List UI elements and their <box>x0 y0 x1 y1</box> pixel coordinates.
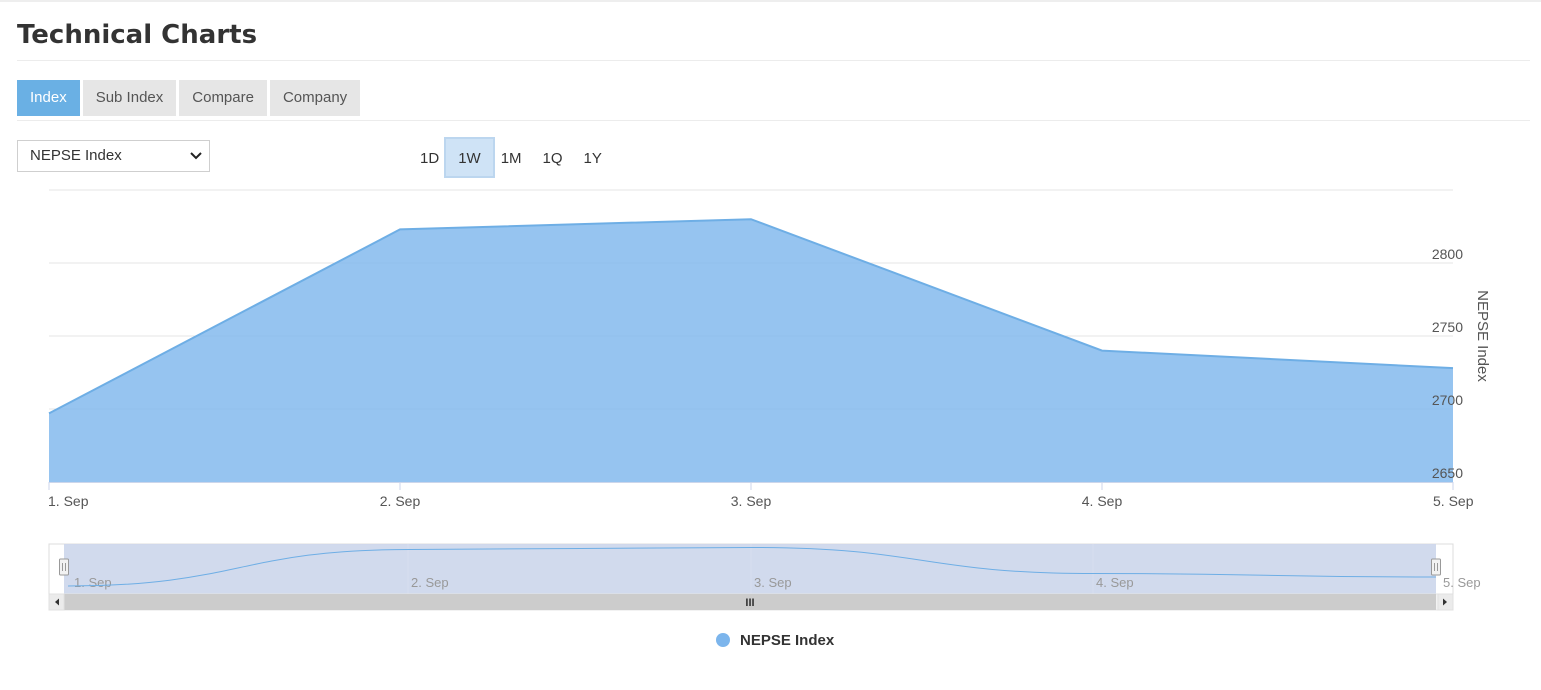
navigator-right-handle[interactable] <box>1431 558 1441 576</box>
navigator-label: 1. Sep <box>74 575 112 590</box>
range-1d-button[interactable]: 1D <box>420 150 440 167</box>
navigator-left-handle[interactable] <box>59 558 69 576</box>
navigator-mask <box>64 544 1436 594</box>
y-axis: NEPSE Index 2650 2700 2750 2800 <box>1432 246 1491 481</box>
chart-plot-area <box>48 218 1454 482</box>
x-tick-label: 2. Sep <box>380 493 421 509</box>
series-line <box>48 218 1454 415</box>
y-tick-label: 2650 <box>1432 465 1463 481</box>
chart-grid <box>49 189 1453 410</box>
navigator-series <box>67 546 1437 587</box>
index-select[interactable]: NEPSE Index <box>17 140 210 172</box>
navigator-label: 3. Sep <box>754 575 792 590</box>
tab-compare[interactable]: Compare <box>179 80 267 116</box>
tab-company[interactable]: Company <box>269 80 361 116</box>
title-divider <box>17 60 1530 61</box>
navigator-label: 2. Sep <box>411 575 449 590</box>
index-select-value: NEPSE Index <box>30 147 122 164</box>
top-rule <box>0 0 1541 2</box>
range-1m-button[interactable]: 1M <box>500 150 522 167</box>
scrollbar-right-button[interactable] <box>1437 593 1454 611</box>
scrollbar-grip: III <box>745 597 754 609</box>
navigator-label: 5. Sep <box>1443 575 1481 590</box>
handle-body <box>59 558 69 576</box>
legend-marker <box>716 633 730 647</box>
arrow-right-icon <box>1443 598 1447 606</box>
range-1w-button[interactable]: 1W <box>444 137 495 178</box>
legend-label: NEPSE Index <box>740 631 835 649</box>
y-axis-title: NEPSE Index <box>1474 290 1491 382</box>
scrollbar-left-button[interactable] <box>48 593 65 611</box>
scrollbar-thumb[interactable] <box>64 594 1436 610</box>
x-tick-label: 1. Sep <box>48 493 89 509</box>
handle-body <box>1431 558 1441 576</box>
navigator: 1. Sep 2. Sep 3. Sep 4. Sep 5. Sep III <box>48 543 1481 611</box>
chevron-down-icon <box>190 152 202 160</box>
y-tick-label: 2800 <box>1432 246 1463 262</box>
range-selector: 1D 1W 1M 1Q 1Y <box>415 137 607 178</box>
navigator-label: 4. Sep <box>1096 575 1134 590</box>
x-tick-label: 3. Sep <box>731 493 772 509</box>
arrow-left-icon <box>55 598 59 606</box>
series-area <box>49 219 1453 482</box>
x-tick-label: 4. Sep <box>1082 493 1123 509</box>
scrollbar-track <box>48 593 1454 611</box>
chart-tabs: Index Sub Index Compare Company <box>17 80 361 116</box>
page-title: Technical Charts <box>17 20 258 50</box>
range-1q-button[interactable]: 1Q <box>542 150 563 167</box>
x-axis: 1. Sep 2. Sep 3. Sep 4. Sep 5. Sep <box>48 482 1474 509</box>
chart-legend[interactable]: NEPSE Index <box>716 630 834 650</box>
tabs-divider <box>17 120 1530 121</box>
tab-sub-index[interactable]: Sub Index <box>82 80 177 116</box>
navigator-frame <box>48 543 1454 595</box>
y-tick-label: 2750 <box>1432 319 1463 335</box>
range-1y-button[interactable]: 1Y <box>583 150 602 167</box>
x-tick-label: 5. Sep <box>1433 493 1474 509</box>
y-tick-label: 2700 <box>1432 392 1463 408</box>
tab-index[interactable]: Index <box>17 80 80 116</box>
